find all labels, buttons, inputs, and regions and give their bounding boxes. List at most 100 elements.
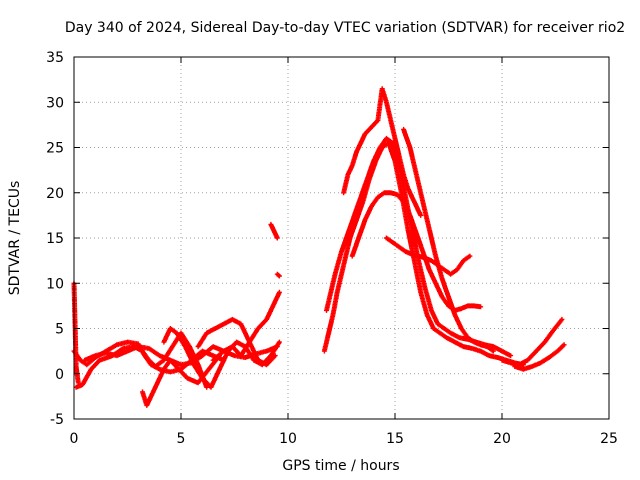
data-point	[327, 331, 330, 335]
data-point	[385, 236, 388, 240]
data-point	[428, 268, 431, 271]
data-point	[423, 286, 427, 289]
data-point	[209, 386, 213, 389]
data-point	[552, 329, 555, 332]
series-track-18	[512, 342, 567, 372]
data-point	[269, 223, 273, 226]
x-tick-label: 5	[177, 431, 186, 447]
y-tick-label: -5	[50, 412, 64, 428]
data-point	[479, 349, 482, 353]
data-point	[171, 345, 174, 348]
data-point	[233, 354, 236, 357]
data-point	[485, 345, 489, 348]
data-point	[419, 214, 422, 217]
data-point	[188, 345, 191, 348]
data-point	[500, 358, 504, 362]
y-axis-ticks: -5 0 5 10 15 20 25 30 35	[46, 50, 609, 428]
data-point	[419, 291, 422, 294]
data-point	[370, 205, 373, 208]
data-point	[175, 331, 178, 335]
data-point	[222, 349, 225, 353]
y-tick-label: 10	[46, 276, 64, 292]
data-point	[513, 365, 517, 368]
data-point	[344, 254, 347, 258]
data-point	[556, 349, 559, 353]
data-point	[509, 354, 512, 357]
y-tick-label: 15	[46, 231, 64, 247]
data-point	[408, 146, 412, 149]
data-point	[372, 123, 375, 127]
data-point	[231, 345, 234, 348]
data-point	[77, 381, 80, 384]
data-point	[158, 368, 161, 371]
data-point	[378, 146, 382, 149]
data-point	[256, 358, 260, 362]
data-point	[466, 304, 469, 308]
data-point	[406, 227, 410, 231]
y-tick-label: 0	[55, 367, 64, 383]
data-point	[393, 137, 397, 140]
data-point	[205, 386, 208, 389]
data-point	[359, 196, 362, 199]
data-point	[428, 227, 431, 231]
data-point	[434, 254, 437, 258]
series-track-13	[341, 86, 424, 218]
data-point	[443, 327, 446, 330]
series-track-2	[73, 330, 210, 390]
data-point	[336, 291, 339, 294]
data-point	[89, 368, 93, 371]
data-point	[179, 363, 183, 366]
series-track-9	[268, 221, 280, 241]
data-point	[449, 273, 452, 276]
data-point	[201, 354, 204, 357]
data-point	[449, 331, 452, 335]
data-point	[278, 274, 281, 278]
data-point	[192, 363, 196, 366]
data-point	[239, 322, 243, 326]
data-point	[271, 304, 275, 308]
data-point	[380, 87, 384, 90]
data-point	[432, 327, 435, 330]
data-point	[169, 370, 172, 374]
data-point	[104, 351, 108, 355]
data-point	[458, 336, 461, 339]
data-point	[329, 291, 332, 294]
marker-path	[274, 271, 282, 279]
data-point	[539, 361, 542, 365]
data-point	[562, 343, 566, 346]
data-point	[395, 193, 399, 196]
data-point	[177, 368, 181, 371]
data-point	[340, 250, 343, 253]
series-track-5	[140, 353, 222, 408]
data-point	[211, 358, 215, 362]
series-track-15	[383, 235, 473, 277]
data-point	[169, 327, 172, 330]
data-point	[402, 128, 405, 131]
series-track-16	[401, 126, 496, 354]
data-point	[351, 164, 354, 167]
data-point	[74, 365, 78, 368]
data-point	[496, 356, 499, 359]
chart-title: Day 340 of 2024, Sidereal Day-to-day VTE…	[65, 20, 625, 36]
y-tick-label: 25	[46, 141, 64, 157]
data-point	[186, 377, 189, 380]
data-point	[526, 358, 529, 362]
data-point	[271, 227, 275, 231]
data-point	[74, 386, 78, 389]
data-point	[273, 232, 277, 235]
data-point	[470, 347, 474, 350]
data-point	[154, 365, 157, 368]
data-point	[248, 340, 251, 344]
data-point	[239, 354, 243, 357]
data-point	[162, 340, 166, 344]
data-point	[276, 273, 279, 276]
data-point	[415, 232, 418, 235]
data-point	[472, 304, 476, 308]
data-point	[201, 377, 204, 380]
x-tick-label: 15	[386, 431, 404, 447]
data-point	[385, 101, 388, 104]
data-point	[137, 345, 140, 348]
data-point	[445, 336, 448, 339]
data-point	[196, 381, 200, 384]
